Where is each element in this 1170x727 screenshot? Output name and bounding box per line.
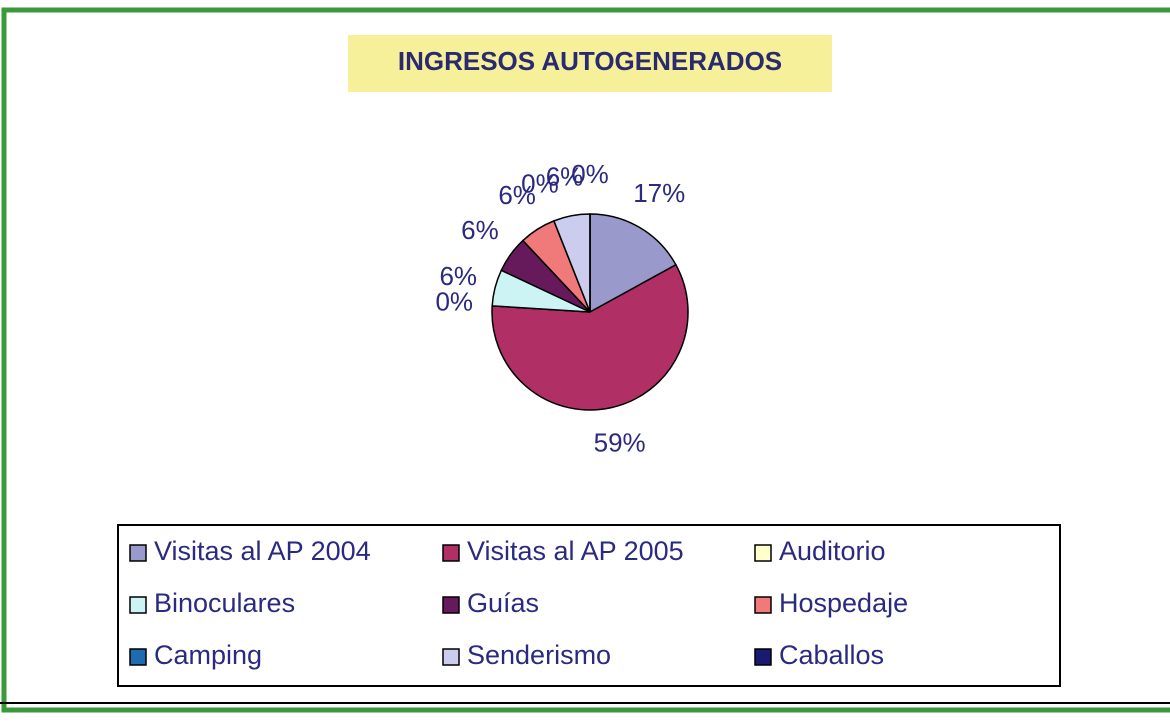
legend-box (117, 524, 1061, 687)
pie-slice (491, 263, 689, 411)
data-label: 0% (521, 168, 559, 198)
data-label: 0% (571, 159, 609, 189)
pie-slice (589, 213, 677, 314)
data-label: 59% (594, 428, 646, 458)
legend-label: Visitas al AP 2005 (467, 536, 684, 566)
data-label: 17% (633, 178, 685, 208)
legend-swatch (754, 544, 772, 562)
legend-label: Auditorio (779, 536, 886, 566)
legend-label: Guías (467, 588, 539, 618)
legend-swatch (442, 648, 460, 666)
legend-label: Binoculares (154, 588, 295, 618)
data-label: 6% (461, 215, 499, 245)
legend-label: Visitas al AP 2004 (154, 536, 371, 566)
legend-label: Hospedaje (779, 588, 908, 618)
data-label: 6% (546, 161, 584, 191)
data-label: 6% (498, 180, 536, 210)
title-box (348, 35, 832, 92)
legend-swatch (442, 596, 460, 614)
legend-swatch (129, 648, 147, 666)
legend-swatch (754, 596, 772, 614)
data-label: 0% (435, 286, 473, 316)
data-label: 6% (439, 261, 477, 291)
legend-swatch (129, 596, 147, 614)
chart-title: INGRESOS AUTOGENERADOS (398, 46, 782, 76)
legend-label: Camping (154, 640, 262, 670)
legend-swatch (754, 648, 772, 666)
legend-swatch (129, 544, 147, 562)
legend-swatch (442, 544, 460, 562)
legend-label: Senderismo (467, 640, 611, 670)
legend-label: Caballos (779, 640, 884, 670)
